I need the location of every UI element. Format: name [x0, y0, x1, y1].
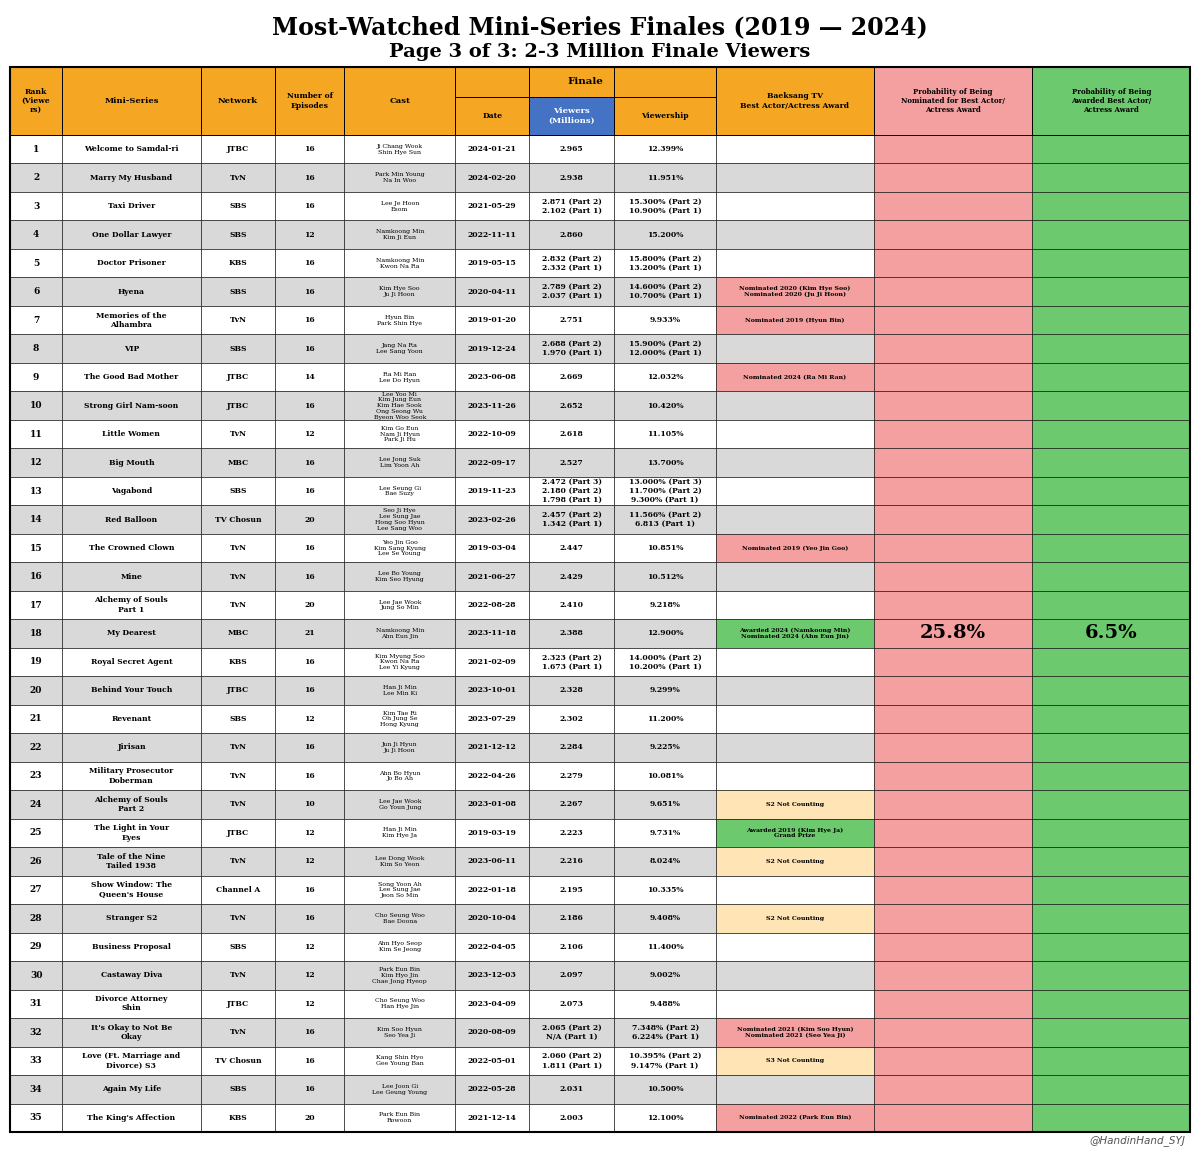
Text: 2023-07-29: 2023-07-29	[468, 715, 516, 723]
Text: 2.216: 2.216	[559, 858, 583, 866]
Text: 2024-02-20: 2024-02-20	[468, 174, 516, 182]
Text: 16: 16	[305, 174, 316, 182]
Bar	[456, 420, 529, 448]
Text: Marry My Husband: Marry My Husband	[90, 174, 173, 182]
Text: TvN: TvN	[229, 858, 246, 866]
Bar	[10, 904, 62, 933]
Text: The Good Bad Mother: The Good Bad Mother	[84, 373, 179, 381]
Text: 2023-12-03: 2023-12-03	[468, 972, 517, 980]
Text: 6: 6	[32, 288, 40, 297]
Bar	[1032, 534, 1190, 562]
Bar	[200, 448, 275, 477]
Bar	[344, 477, 456, 505]
Bar	[10, 875, 62, 904]
Text: 2020-08-09: 2020-08-09	[468, 1028, 516, 1036]
Bar	[614, 391, 716, 420]
Bar	[344, 163, 456, 192]
Text: 7.348% (Part 2)
6.224% (Part 1): 7.348% (Part 2) 6.224% (Part 1)	[631, 1024, 698, 1041]
Text: Rank
(Viewe
rs): Rank (Viewe rs)	[22, 87, 50, 114]
Bar	[10, 192, 62, 221]
Text: 2019-12-24: 2019-12-24	[468, 345, 516, 353]
Bar	[344, 676, 456, 705]
Text: MBC: MBC	[228, 629, 248, 637]
Text: 16: 16	[305, 886, 316, 894]
Text: 2.965: 2.965	[559, 145, 583, 153]
Text: TvN: TvN	[229, 743, 246, 751]
Bar	[10, 933, 62, 961]
Bar	[529, 1046, 614, 1075]
Bar	[529, 761, 614, 790]
Bar	[1032, 591, 1190, 619]
Bar	[874, 619, 1032, 647]
Bar	[275, 848, 344, 875]
Bar	[614, 135, 716, 163]
Bar	[62, 875, 200, 904]
Bar	[716, 335, 874, 363]
Text: 10: 10	[305, 800, 316, 808]
Bar	[874, 221, 1032, 248]
Bar	[874, 534, 1032, 562]
Bar	[62, 904, 200, 933]
Bar	[275, 477, 344, 505]
Text: 2.073: 2.073	[559, 999, 583, 1007]
Bar	[716, 591, 874, 619]
Text: 32: 32	[30, 1028, 42, 1037]
Bar	[874, 734, 1032, 761]
Bar	[456, 306, 529, 335]
Text: 16: 16	[305, 914, 316, 922]
Bar	[1032, 192, 1190, 221]
Text: 16: 16	[305, 1086, 316, 1094]
Bar	[200, 1075, 275, 1104]
Text: Kim Go Eun
Nam Ji Hyun
Park Ji Hu: Kim Go Eun Nam Ji Hyun Park Ji Hu	[379, 426, 420, 443]
Bar	[456, 1104, 529, 1132]
Text: S2 Not Counting: S2 Not Counting	[766, 802, 824, 807]
Bar	[1032, 163, 1190, 192]
Bar	[716, 248, 874, 277]
Bar	[10, 591, 62, 619]
Bar	[874, 1046, 1032, 1075]
Bar	[200, 933, 275, 961]
Text: 2023-02-26: 2023-02-26	[468, 515, 516, 523]
Bar	[62, 1018, 200, 1046]
Bar	[456, 591, 529, 619]
Bar	[344, 335, 456, 363]
Text: Red Balloon: Red Balloon	[106, 515, 157, 523]
Text: 2023-06-08: 2023-06-08	[468, 373, 516, 381]
Text: 2.323 (Part 2)
1.673 (Part 1): 2.323 (Part 2) 1.673 (Part 1)	[541, 653, 601, 670]
Bar	[529, 933, 614, 961]
Text: Kim Myung Soo
Kwon Na Ra
Lee Yi Kyung: Kim Myung Soo Kwon Na Ra Lee Yi Kyung	[374, 653, 425, 670]
Bar	[200, 619, 275, 647]
Text: Channel A: Channel A	[216, 886, 260, 894]
Bar	[200, 420, 275, 448]
Text: 22: 22	[30, 743, 42, 752]
Bar	[344, 961, 456, 989]
Text: 12: 12	[305, 943, 316, 951]
Bar	[62, 562, 200, 591]
Bar	[614, 961, 716, 989]
Bar	[529, 848, 614, 875]
Bar	[344, 277, 456, 306]
Bar	[874, 591, 1032, 619]
Bar	[529, 363, 614, 391]
Bar	[456, 335, 529, 363]
Text: 16: 16	[305, 573, 316, 581]
Bar	[716, 534, 874, 562]
Text: Tale of the Nine
Tailed 1938: Tale of the Nine Tailed 1938	[97, 853, 166, 871]
Text: Network: Network	[218, 97, 258, 105]
Text: Viewership: Viewership	[642, 112, 689, 120]
Bar	[456, 248, 529, 277]
Bar	[200, 1104, 275, 1132]
Bar	[1032, 391, 1190, 420]
Bar	[62, 67, 200, 135]
Text: 16: 16	[305, 145, 316, 153]
Bar	[200, 135, 275, 163]
Text: JTBC: JTBC	[227, 145, 250, 153]
Text: 15.900% (Part 2)
12.000% (Part 1): 15.900% (Part 2) 12.000% (Part 1)	[629, 340, 702, 358]
Text: Lee Jong Suk
Lim Yoon Ah: Lee Jong Suk Lim Yoon Ah	[379, 458, 420, 468]
Bar	[10, 1046, 62, 1075]
Text: Business Proposal: Business Proposal	[92, 943, 170, 951]
Bar	[1032, 505, 1190, 534]
Bar	[614, 676, 716, 705]
Text: 16: 16	[305, 202, 316, 210]
Text: Han Ji Min
Lee Min Ki: Han Ji Min Lee Min Ki	[383, 685, 416, 696]
